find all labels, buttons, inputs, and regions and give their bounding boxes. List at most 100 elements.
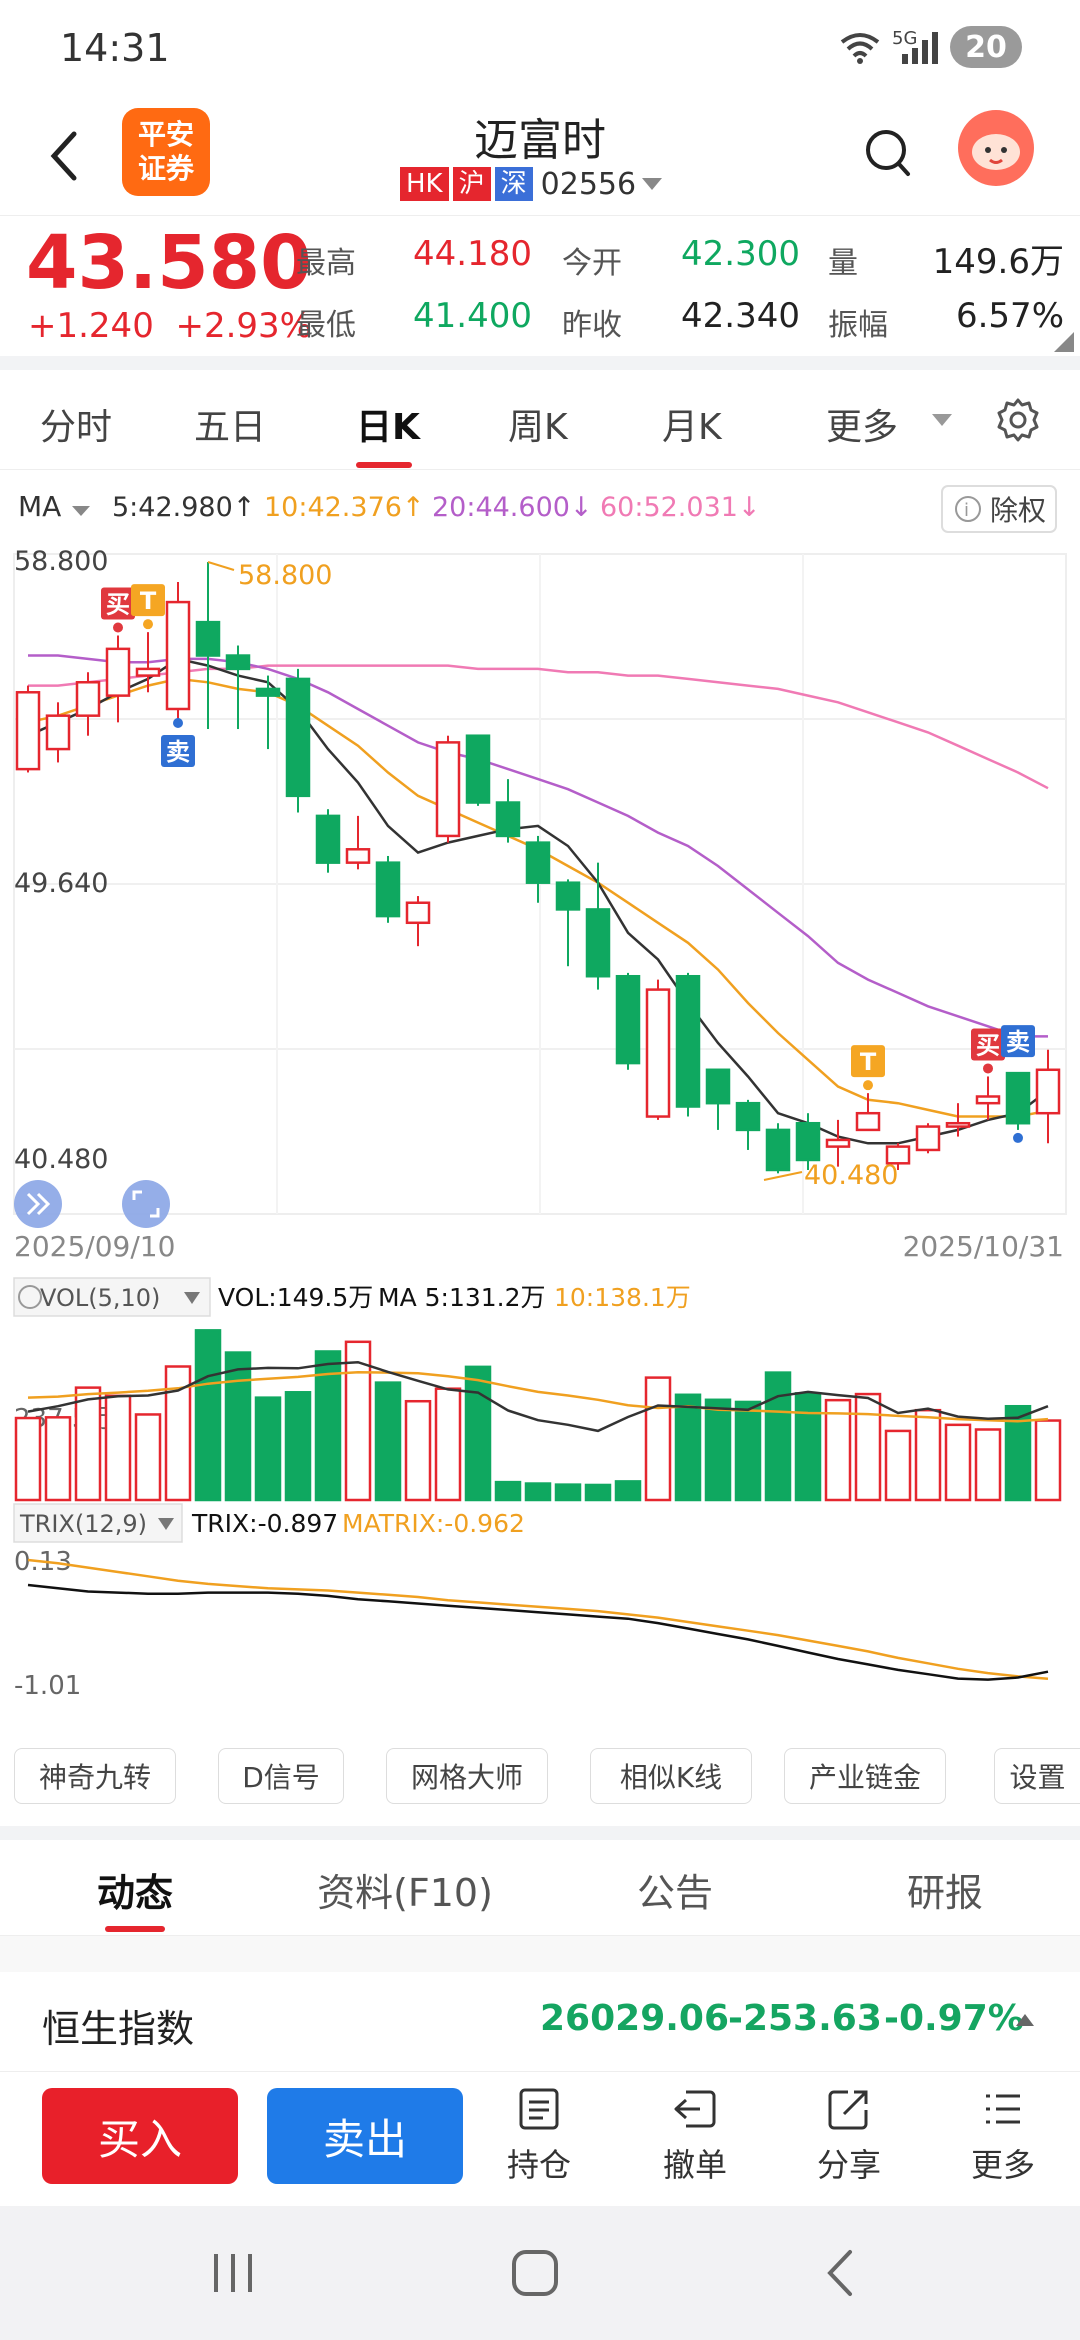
cancel-order-button[interactable]: 撤单: [640, 2086, 750, 2186]
feature-button-row: 神奇九转 D信号 网格大师 相似K线 产业链金 设置: [0, 1740, 1080, 1820]
index-change: -253.63: [728, 1998, 882, 2039]
nav-back-icon[interactable]: [820, 2248, 860, 2298]
tab-daily-k[interactable]: 日K: [356, 407, 420, 448]
volume-bar: [524, 1482, 552, 1502]
expand-up-icon[interactable]: [1014, 2012, 1036, 2028]
volume-bar: [614, 1480, 642, 1502]
volume-bar: [14, 1416, 42, 1502]
volume-bar: [854, 1392, 882, 1502]
recent-apps-icon[interactable]: [208, 2250, 258, 2296]
status-bar: 14:31 5G 20: [0, 0, 1080, 96]
ma-selector-label[interactable]: MA: [18, 490, 61, 523]
chart-settings-gear-icon[interactable]: [994, 396, 1042, 444]
positions-button[interactable]: 持仓: [484, 2086, 594, 2186]
system-nav-bar: [0, 2206, 1080, 2340]
vol-indicator-selector[interactable]: [13, 1277, 211, 1317]
candle-body: [525, 841, 551, 884]
feature-button-similar-kline[interactable]: 相似K线: [590, 1748, 752, 1804]
matrix-line: [27, 1558, 1049, 1681]
trade-toolbar: 买入 卖出 持仓 撤单 分享 更多: [0, 2072, 1080, 2206]
tab-f10[interactable]: 资料(F10): [317, 1871, 493, 1915]
prev-close-value: 42.340: [681, 296, 800, 336]
buy-button[interactable]: 买入: [42, 2088, 238, 2184]
signal-marker-buy[interactable]: [101, 587, 135, 620]
more-menu-icon: [986, 2094, 1020, 2124]
candle-body: [75, 681, 101, 717]
price-axis-label-2: 40.480: [14, 1144, 108, 1175]
home-icon[interactable]: [510, 2248, 560, 2298]
trix-indicator-selector[interactable]: [13, 1503, 183, 1543]
expand-corner-icon[interactable]: [1054, 332, 1074, 352]
signal-marker-buy[interactable]: [971, 1028, 1005, 1061]
stock-code-line[interactable]: HK 沪 深 02556: [400, 166, 664, 202]
feature-button-grid-master[interactable]: 网格大师: [386, 1748, 548, 1804]
trix-readout-1: MATRIX:-0.962: [342, 1509, 525, 1538]
broker-logo: 平安证券: [122, 108, 210, 196]
candle-body: [435, 741, 461, 838]
tab-news[interactable]: 动态: [96, 1871, 173, 1915]
feature-button-settings[interactable]: 设置: [994, 1748, 1080, 1804]
vol-caret-icon[interactable]: [184, 1292, 200, 1304]
candle-body: [255, 687, 281, 697]
trix-axis-label-bottom: -1.01: [14, 1671, 81, 1701]
trix-caret-icon[interactable]: [158, 1518, 174, 1530]
candle-body: [975, 1095, 1001, 1105]
wifi-icon: [840, 33, 880, 64]
user-avatar[interactable]: [958, 110, 1034, 186]
period-tabs: 分时 五日 日K 周K 月K 更多: [0, 370, 1080, 470]
kline-chart-area[interactable]: MA 5:42.980↑ 10:42.376↑ 20:44.600↓ 60:52.031…: [0, 470, 1080, 1738]
candle-body: [465, 734, 491, 804]
candle-body: [375, 861, 401, 918]
feature-button-d-signal[interactable]: D信号: [218, 1748, 344, 1804]
price-change: +1.240 +2.93%: [28, 306, 312, 346]
back-arrow-icon[interactable]: [40, 126, 90, 186]
candle-body: [885, 1145, 911, 1165]
search-icon[interactable]: [862, 126, 914, 182]
tab-research[interactable]: 研报: [906, 1871, 983, 1915]
market-tag-sz: 深: [494, 167, 533, 201]
volume-bar: [434, 1387, 462, 1502]
volume-bar: [344, 1340, 372, 1502]
feature-button-industry-chain[interactable]: 产业链金: [784, 1748, 946, 1804]
volume-bar: [674, 1393, 702, 1502]
signal-marker-label: 买: [976, 1031, 1000, 1059]
ma20-line: [28, 654, 1048, 1038]
sell-button[interactable]: 卖出: [267, 2088, 463, 2184]
tab-announcements[interactable]: 公告: [636, 1871, 713, 1915]
high-marker-line: [207, 561, 235, 571]
volume-bar: [374, 1381, 402, 1502]
tab-intraday[interactable]: 分时: [40, 407, 113, 448]
signal-marker-t[interactable]: [851, 1045, 885, 1078]
tab-weekly-k[interactable]: 周K: [508, 407, 568, 448]
more-label: 更多: [970, 2146, 1035, 2184]
volume-bar: [134, 1413, 162, 1502]
tab-more[interactable]: 更多: [826, 407, 899, 448]
more-caret-icon[interactable]: [930, 412, 954, 428]
change-percent: +2.93%: [175, 306, 312, 346]
fullscreen-button[interactable]: [122, 1180, 170, 1228]
stock-code: 02556: [540, 166, 637, 202]
clock: 14:31: [60, 26, 170, 70]
share-label: 分享: [816, 2146, 881, 2184]
candle-body: [135, 667, 161, 677]
signal-marker-sell[interactable]: [161, 735, 195, 768]
tab-monthly-k[interactable]: 月K: [662, 407, 722, 448]
vol-ma5-line: [27, 1360, 1049, 1433]
signal-marker-sell[interactable]: [1001, 1025, 1035, 1058]
signal-marker-t[interactable]: [131, 584, 165, 617]
info-icon-glyph: i: [964, 500, 969, 521]
sell-marker-dot: [173, 718, 183, 729]
ma5-line: [27, 657, 1049, 1145]
candle-body: [945, 1121, 971, 1128]
more-button[interactable]: 更多: [948, 2086, 1058, 2186]
candle-body: [105, 647, 131, 697]
ma-caret-icon[interactable]: [72, 506, 90, 516]
tab-five-day[interactable]: 五日: [194, 407, 267, 448]
candle-body: [195, 620, 221, 657]
candle-body: [675, 974, 701, 1108]
share-button[interactable]: 分享: [794, 2086, 904, 2186]
index-ticker[interactable]: 恒生指数 26029.06 -253.63 -0.97%: [0, 1972, 1080, 2072]
feature-button-magic-nine[interactable]: 神奇九转: [14, 1748, 176, 1804]
candle-body: [585, 908, 611, 978]
volume-bar: [974, 1428, 1002, 1502]
